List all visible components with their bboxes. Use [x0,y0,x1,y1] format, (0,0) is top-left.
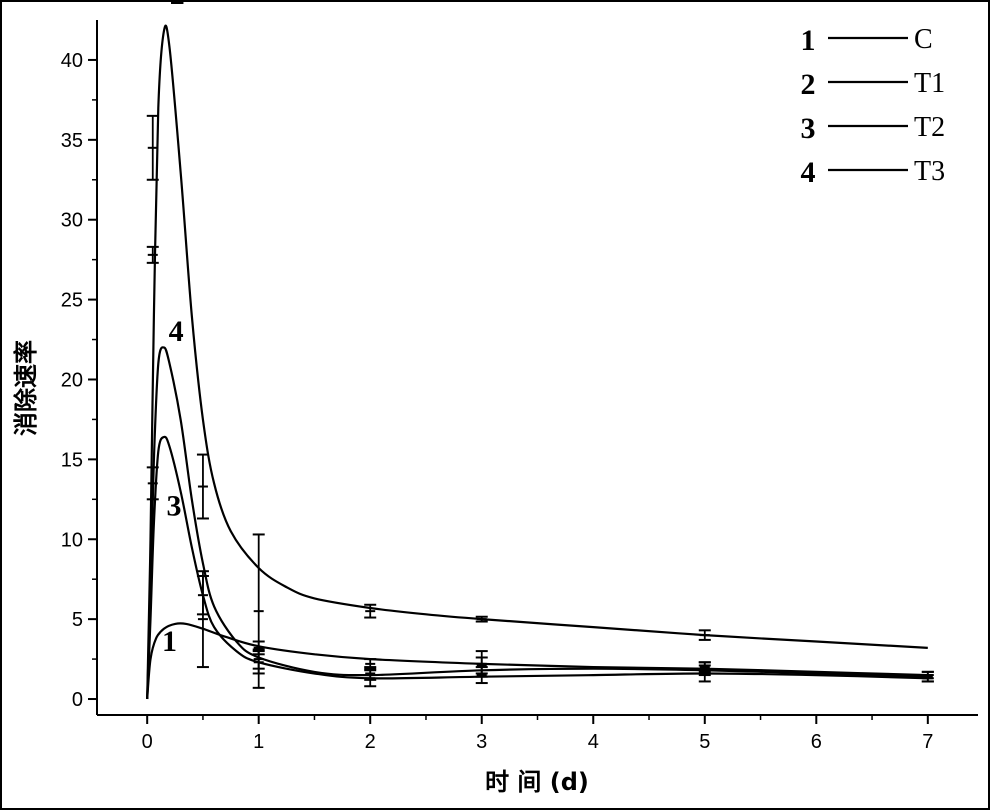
error-bar-4 [252,648,265,670]
ticks: 0 1 2 3 4 5 6 7 0 5 10 15 20 25 30 35 40 [61,50,934,753]
legend-entry-4: 4 T3 [801,156,946,189]
legend-name: C [914,24,933,55]
series-line-4 [146,346,928,700]
x-axis-title: 时 间 (d) [485,768,589,796]
x-tick-label: 5 [699,731,710,753]
series-label-4: 4 [169,315,184,348]
x-tick-label: 3 [476,731,487,753]
error-bar-4 [364,666,377,681]
y-tick-label: 5 [72,609,83,631]
y-axis-title: 消除速率 [12,340,40,436]
y-tick-label: 0 [72,689,83,711]
y-tick-label: 30 [61,210,83,232]
x-tick-label: 4 [588,731,599,753]
error-bars [146,114,934,689]
x-tick-label: 6 [811,731,822,753]
series-label-1: 1 [162,625,177,658]
axes [96,20,978,716]
error-bar-2 [475,615,488,623]
legend-number: 2 [801,68,816,101]
error-bar-4 [698,661,711,677]
y-tick-label: 15 [61,449,83,471]
x-tick-label: 7 [922,731,933,753]
series-label-3: 3 [166,489,181,522]
series-line-3 [146,435,928,700]
error-bar-4 [146,245,159,264]
error-bar-3 [146,466,159,501]
error-bar-2 [698,629,711,641]
error-bar-2 [196,453,209,520]
error-bar-2 [364,603,377,619]
x-tick-label: 2 [365,731,376,753]
legend-name: T2 [914,112,945,143]
legend-name: T1 [914,68,945,99]
y-tick-label: 10 [61,529,83,551]
legend-number: 3 [801,112,816,145]
legend-entry-3: 3 T2 [801,112,946,145]
legend-number: 4 [801,156,816,189]
legend-name: T3 [914,156,945,187]
error-bar-4 [196,575,209,616]
error-bar-4 [921,670,934,683]
y-tick-label: 20 [61,369,83,391]
x-tick-label: 1 [253,731,264,753]
y-tick-label: 25 [61,290,83,312]
series-layer [146,24,928,700]
legend-number: 1 [801,24,816,57]
series-labels: 1 2 3 4 [162,0,185,658]
series-line-1 [146,622,928,700]
error-bar-4 [475,650,488,678]
error-bar-2 [146,114,159,181]
series-label-2: 2 [170,0,185,11]
x-tick-label: 0 [142,731,153,753]
legend: 1 C2 T13 T24 T3 [801,24,946,189]
series-line-2 [146,24,928,700]
y-tick-label: 40 [61,50,83,72]
y-tick-label: 35 [61,130,83,152]
legend-entry-2: 2 T1 [801,68,946,101]
